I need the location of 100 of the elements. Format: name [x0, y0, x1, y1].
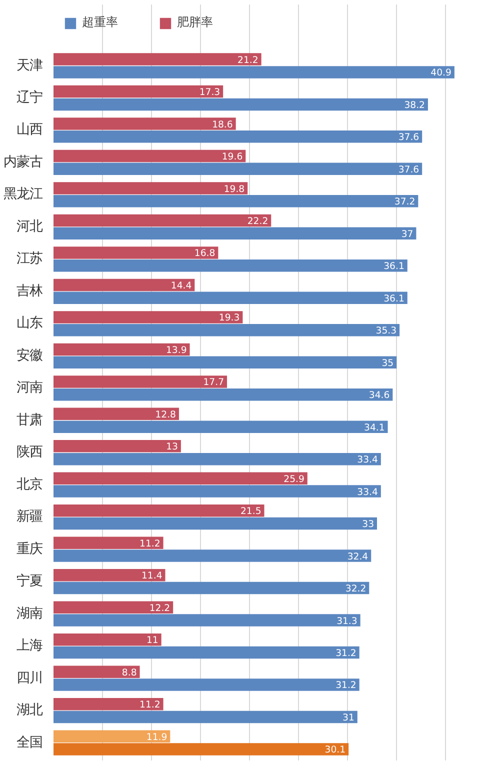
bar — [54, 420, 388, 433]
data-label: 32.2 — [345, 584, 366, 595]
y-tick-label: 江苏 — [16, 252, 42, 267]
bar — [54, 292, 408, 304]
legend-label: 超重率 — [82, 14, 118, 31]
bar — [54, 260, 408, 272]
bar — [54, 710, 358, 724]
y-tick-label: 吉林 — [16, 284, 42, 299]
data-label: 33.4 — [357, 454, 378, 466]
bar — [54, 517, 377, 530]
bar — [54, 504, 264, 517]
data-label: 11.2 — [140, 700, 160, 711]
y-tick-label: 内蒙古 — [4, 154, 42, 170]
bar — [54, 666, 140, 678]
y-tick-label: 天津 — [16, 58, 42, 74]
data-label: 37.6 — [398, 164, 420, 176]
data-label: 34.6 — [368, 390, 390, 402]
bar — [54, 130, 422, 143]
legend-label: 肥胖率 — [177, 14, 213, 31]
data-label: 13 — [166, 442, 178, 453]
y-tick-label: 黑龙江 — [4, 187, 42, 202]
data-label: 12.2 — [149, 602, 170, 614]
bar — [54, 311, 243, 324]
bar — [54, 440, 181, 452]
y-tick-label: 安徽 — [16, 347, 42, 364]
y-tick-label: 山东 — [16, 316, 42, 332]
bar — [54, 246, 218, 259]
y-tick-label: 四川 — [16, 670, 42, 686]
y-tick-label: 陕西 — [16, 445, 42, 460]
data-label: 12.8 — [155, 409, 176, 420]
data-label: 35 — [382, 358, 394, 369]
data-label: 30.1 — [324, 744, 346, 756]
data-label: 17.7 — [203, 377, 224, 388]
data-label: 18.6 — [212, 119, 233, 130]
bar — [54, 485, 381, 498]
y-tick-label: 河南 — [16, 380, 42, 396]
bar — [54, 730, 170, 742]
y-tick-label: 重庆 — [16, 542, 42, 557]
data-label: 14.4 — [170, 280, 192, 292]
data-label: 40.9 — [430, 68, 452, 79]
y-tick-label: 山西 — [16, 122, 42, 138]
bar — [54, 376, 228, 388]
y-tick-label: 宁夏 — [16, 573, 42, 590]
bar — [54, 343, 190, 356]
data-label: 35.3 — [376, 326, 397, 337]
bar — [54, 356, 397, 368]
bar — [54, 614, 360, 626]
y-tick-label: 上海 — [16, 638, 42, 654]
bar — [54, 569, 166, 582]
data-label: 36.1 — [384, 261, 404, 272]
data-label: 37 — [401, 228, 414, 240]
data-label: 38.2 — [404, 100, 425, 111]
bar — [54, 550, 372, 562]
data-label: 19.3 — [218, 312, 240, 324]
bar — [54, 182, 248, 194]
data-label: 21.5 — [240, 506, 262, 518]
y-tick-label: 北京 — [16, 477, 42, 492]
bar — [54, 85, 224, 98]
data-label: 34.1 — [364, 422, 385, 434]
bar — [54, 601, 174, 614]
bar — [54, 536, 164, 550]
bar — [54, 66, 454, 78]
data-label: 11 — [146, 635, 158, 646]
bar — [54, 162, 422, 176]
data-label: 21.2 — [238, 54, 258, 66]
data-label: 11.9 — [146, 732, 168, 743]
bar — [54, 582, 370, 594]
bar — [54, 53, 262, 66]
data-label: 31.3 — [336, 616, 358, 627]
data-label: 31.2 — [336, 680, 356, 692]
y-tick-label: 河北 — [16, 219, 42, 234]
bar — [54, 388, 393, 401]
data-label: 19.8 — [224, 184, 245, 195]
data-label: 33.4 — [357, 486, 378, 498]
bar — [54, 195, 418, 208]
bar — [54, 118, 236, 130]
y-tick-label: 全国 — [16, 735, 42, 750]
y-tick-label: 湖北 — [16, 703, 42, 718]
bar — [54, 278, 195, 292]
data-label: 13.9 — [166, 344, 187, 356]
bar — [54, 678, 360, 691]
bar — [54, 227, 416, 240]
data-label: 32.4 — [347, 551, 368, 562]
data-label: 31.2 — [336, 648, 356, 659]
data-label: 11.2 — [140, 538, 160, 550]
data-label: 19.6 — [222, 152, 243, 163]
y-tick-label: 辽宁 — [16, 89, 42, 106]
bar — [54, 408, 179, 420]
bar — [54, 324, 400, 336]
bar — [54, 646, 360, 659]
bar — [54, 214, 272, 227]
data-label: 36.1 — [384, 293, 404, 304]
data-label: 11.4 — [141, 570, 162, 582]
data-label: 22.2 — [247, 216, 268, 227]
bar — [54, 472, 308, 485]
y-tick-label: 甘肃 — [16, 412, 42, 428]
bar — [54, 743, 349, 756]
data-label: 37.2 — [394, 196, 416, 208]
bar — [54, 698, 164, 710]
bar — [54, 633, 162, 646]
